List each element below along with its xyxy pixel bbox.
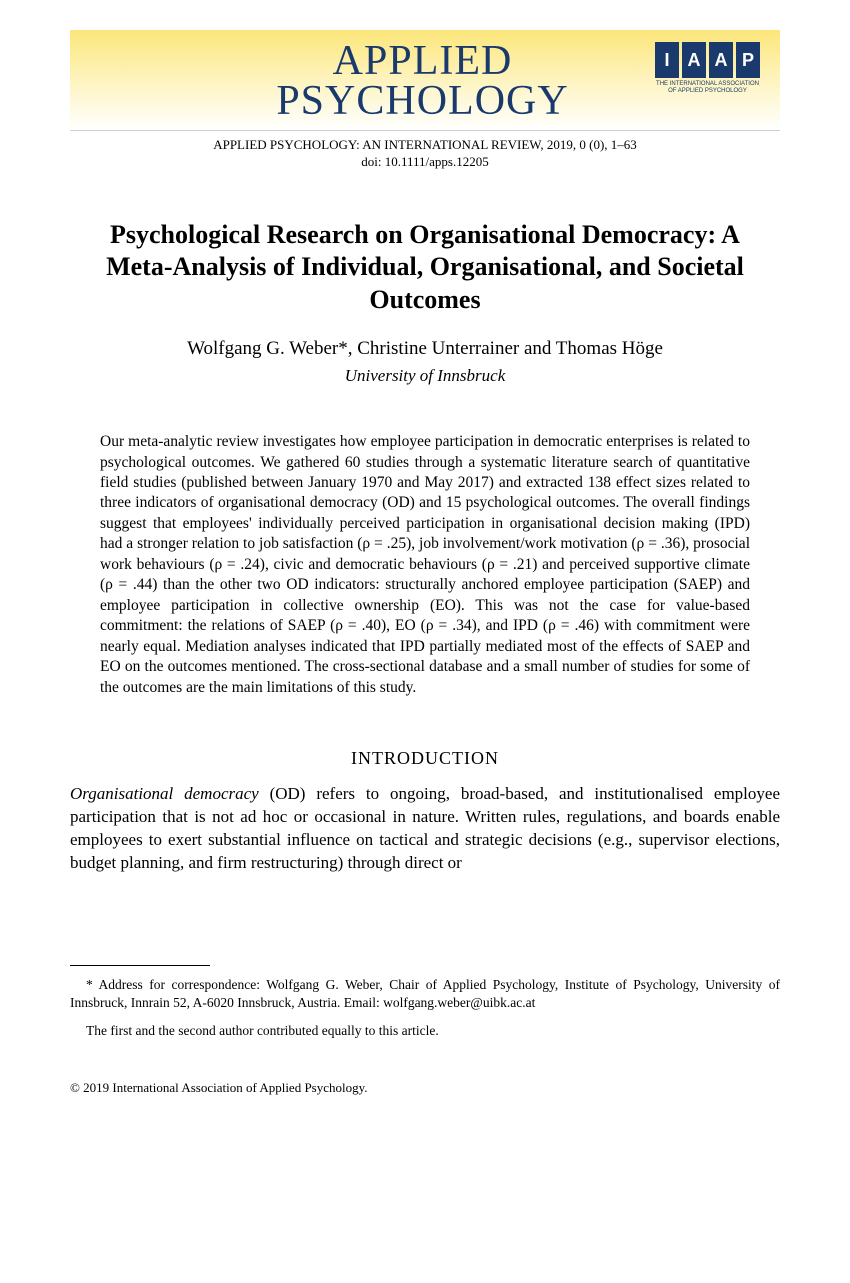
logo-letter-p: P	[736, 42, 760, 78]
abstract: Our meta-analytic review investigates ho…	[70, 432, 780, 698]
logo-squares: I A A P	[655, 42, 760, 78]
logo-caption-line1: THE INTERNATIONAL ASSOCIATION	[656, 81, 759, 87]
iaap-logo: I A A P THE INTERNATIONAL ASSOCIATION OF…	[655, 42, 760, 94]
logo-caption-line2: OF APPLIED PSYCHOLOGY	[668, 88, 747, 94]
logo-letter-a1: A	[682, 42, 706, 78]
page-container: APPLIED PSYCHOLOGY I A A P THE INTERNATI…	[0, 0, 850, 1136]
journal-banner: APPLIED PSYCHOLOGY I A A P THE INTERNATI…	[70, 30, 780, 131]
logo-letter-a2: A	[709, 42, 733, 78]
copyright: © 2019 International Association of Appl…	[70, 1080, 780, 1096]
affiliation: University of Innsbruck	[70, 366, 780, 386]
intro-lead-term: Organisational democracy	[70, 784, 259, 803]
introduction-paragraph: Organisational democracy (OD) refers to …	[70, 783, 780, 875]
section-heading-introduction: INTRODUCTION	[70, 748, 780, 769]
journal-name-line2: PSYCHOLOGY	[276, 78, 568, 124]
citation-line1: APPLIED PSYCHOLOGY: AN INTERNATIONAL REV…	[213, 137, 637, 152]
citation-block: APPLIED PSYCHOLOGY: AN INTERNATIONAL REV…	[70, 137, 780, 171]
journal-name: APPLIED PSYCHOLOGY	[190, 42, 655, 122]
logo-letter-i: I	[655, 42, 679, 78]
article-title: Psychological Research on Organisational…	[70, 219, 780, 317]
citation-doi: doi: 10.1111/apps.12205	[361, 154, 488, 169]
authors: Wolfgang G. Weber*, Christine Unterraine…	[70, 338, 780, 360]
footnote-contribution: The first and the second author contribu…	[70, 1022, 780, 1040]
footnote-correspondence: * Address for correspondence: Wolfgang G…	[70, 976, 780, 1012]
footnote-rule	[70, 965, 210, 966]
logo-caption: THE INTERNATIONAL ASSOCIATION OF APPLIED…	[656, 81, 759, 94]
